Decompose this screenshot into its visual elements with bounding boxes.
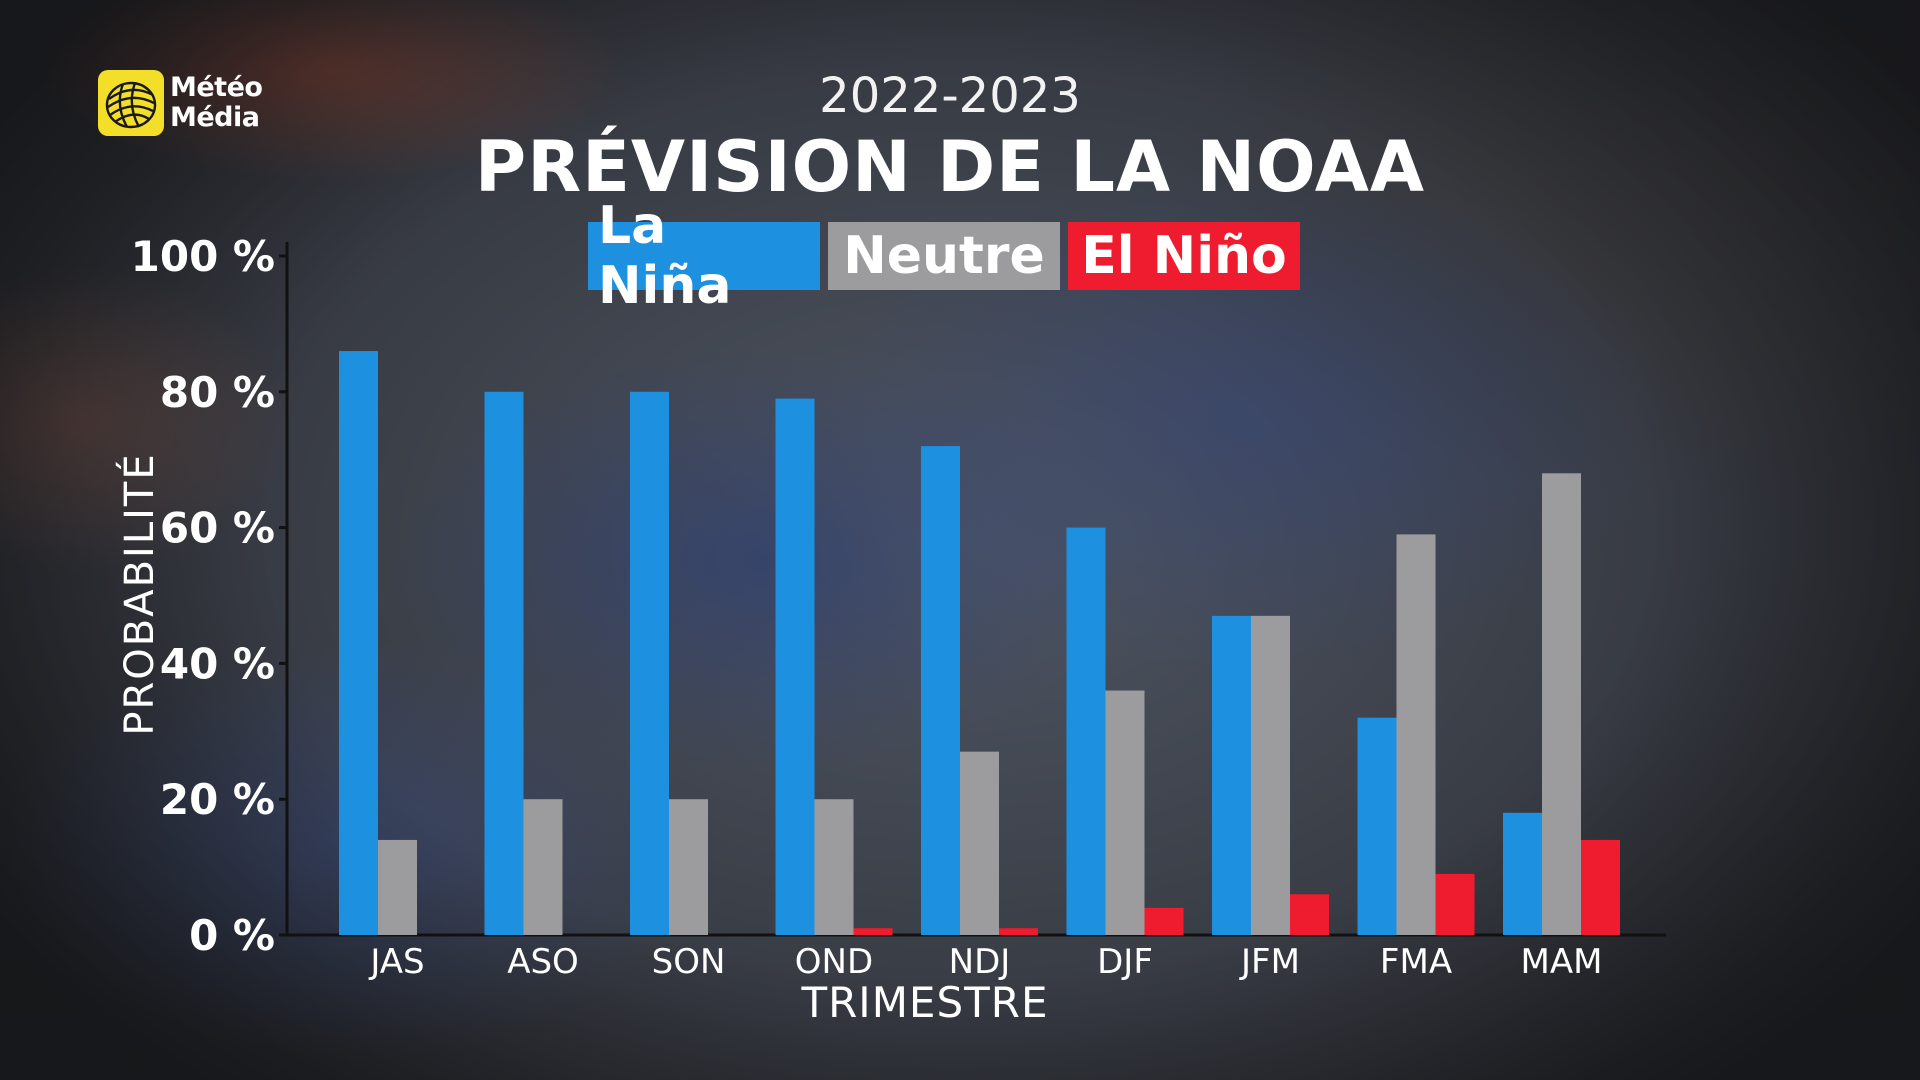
x-tick-label: DJF [1097, 942, 1153, 982]
meteomedia-logo: Météo Média [98, 70, 263, 136]
bar [853, 928, 893, 935]
legend-neutre: Neutre [828, 222, 1060, 290]
x-tick-label: ASO [507, 942, 579, 982]
bar [1212, 615, 1251, 935]
x-tick-label: NDJ [949, 942, 1011, 982]
bar [669, 799, 708, 935]
logo-text: Météo Média [170, 72, 263, 133]
bar [775, 398, 815, 936]
x-tick-label: JAS [368, 942, 424, 982]
y-tick-label: 100 % [131, 232, 275, 281]
bar [1066, 527, 1106, 935]
globe-logo-icon [98, 70, 164, 136]
bar [1503, 812, 1542, 935]
chart-subtitle: 2022-2023 [819, 68, 1081, 124]
bar [814, 799, 854, 935]
bar [378, 839, 417, 935]
bar [1105, 690, 1145, 935]
chart-legend: La Niña Neutre El Niño [588, 196, 1300, 316]
y-tick-label: 0 % [189, 911, 275, 960]
x-tick-label: FMA [1380, 942, 1452, 982]
bar [960, 751, 999, 935]
logo-line1: Météo [170, 72, 263, 103]
bar [1542, 473, 1581, 935]
x-tick-label: MAM [1521, 942, 1603, 982]
bar [999, 928, 1038, 935]
bar [921, 446, 960, 935]
bar [1251, 615, 1290, 935]
x-axis-label: TRIMESTRE [801, 978, 1049, 1027]
bar [339, 351, 378, 935]
bar [1435, 873, 1475, 935]
logo-line2: Média [170, 102, 260, 133]
x-tick-label: SON [652, 942, 726, 982]
bar [1144, 907, 1184, 935]
bar [1396, 534, 1436, 935]
x-tick-label: OND [795, 942, 873, 982]
x-tick-label: JFM [1239, 942, 1300, 982]
y-tick-label: 40 % [160, 639, 275, 688]
y-tick-label: 20 % [160, 775, 275, 824]
bar [1581, 839, 1620, 935]
legend-el-nino: El Niño [1068, 222, 1300, 290]
bar [1290, 894, 1329, 935]
y-tick-label: 80 % [160, 368, 275, 417]
bar [630, 391, 669, 935]
chart-title: PRÉVISION DE LA NOAA [474, 126, 1426, 208]
bar [1357, 717, 1397, 935]
bar [523, 799, 563, 935]
bar [484, 391, 524, 935]
y-tick-label: 60 % [160, 504, 275, 553]
